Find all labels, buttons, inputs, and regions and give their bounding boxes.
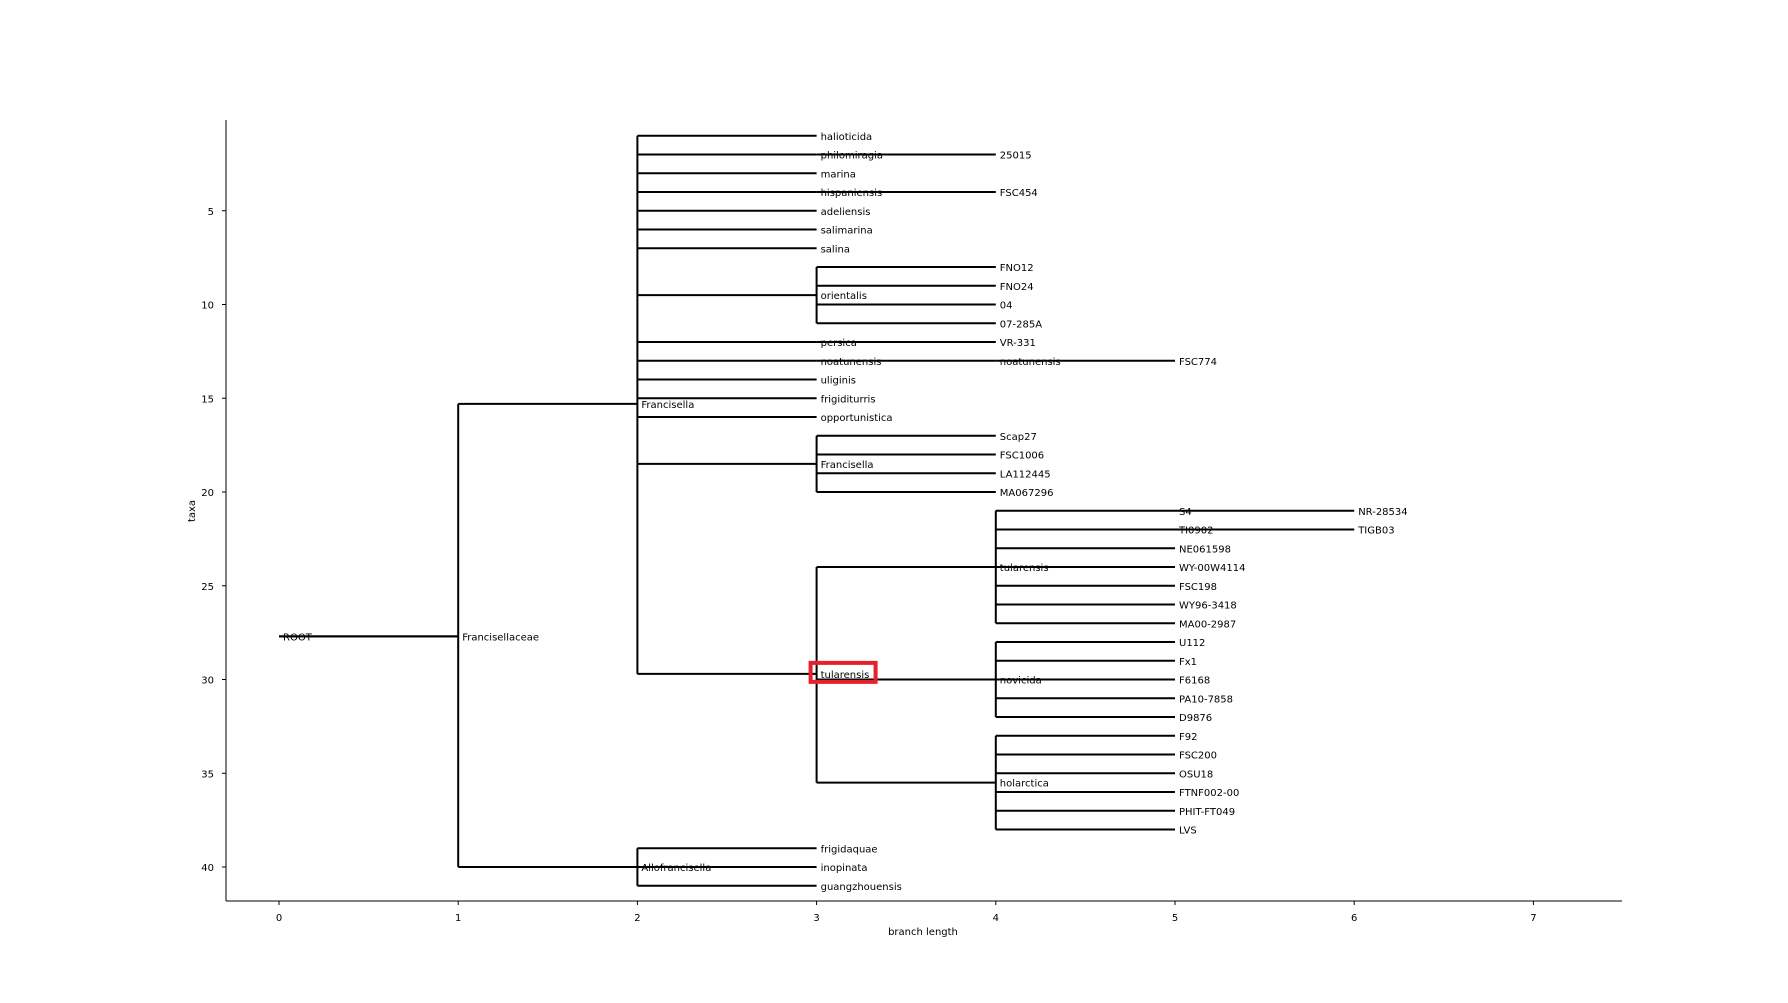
node-label: halioticida (821, 132, 873, 143)
x-axis-label: branch length (888, 927, 958, 938)
node-label: Francisella (641, 400, 694, 411)
x-tick-label: 5 (1172, 913, 1178, 924)
node-label: F6168 (1179, 676, 1210, 687)
node-label: Scap27 (1000, 432, 1037, 443)
node-label: orientalis (821, 291, 867, 302)
node-label: philomiragia (821, 151, 883, 162)
node-label: Allofrancisella (641, 863, 711, 874)
y-tick-label: 30 (201, 676, 214, 687)
node-label: WY96-3418 (1179, 601, 1237, 612)
node-label: hispaniensis (821, 188, 883, 199)
node-label: guangzhouensis (821, 882, 902, 893)
node-label: FSC1006 (1000, 451, 1044, 462)
x-tick-label: 2 (634, 913, 640, 924)
node-label: FNO12 (1000, 263, 1034, 274)
node-label: FSC774 (1179, 357, 1217, 368)
node-label: Francisellaceae (462, 632, 539, 643)
node-label: salina (821, 244, 850, 255)
node-label: 07-285A (1000, 319, 1042, 330)
node-label: U112 (1179, 638, 1205, 649)
y-tick-label: 25 (201, 582, 214, 593)
y-axis-label: taxa (187, 500, 198, 522)
x-tick-label: 3 (813, 913, 819, 924)
node-label: holarctica (1000, 779, 1049, 790)
node-label: tularensis (821, 670, 870, 681)
node-label: Francisella (821, 460, 874, 471)
node-label: MA067296 (1000, 488, 1054, 499)
node-label: D9876 (1179, 713, 1212, 724)
node-label: TI0902 (1178, 526, 1214, 537)
y-axis-ticks: 5 10 15 20 25 30 35 40 (201, 207, 226, 874)
node-label: marina (821, 169, 856, 180)
node-label: LVS (1179, 826, 1197, 837)
node-label: 04 (1000, 301, 1013, 312)
node-label: noatunensis (821, 357, 882, 368)
node-label: TIGB03 (1357, 526, 1394, 537)
node-label: FNO24 (1000, 282, 1034, 293)
node-label: PHIT-FT049 (1179, 807, 1235, 818)
x-tick-label: 6 (1351, 913, 1357, 924)
node-label: PA10-7858 (1179, 694, 1233, 705)
x-tick-label: 1 (455, 913, 461, 924)
x-axis-ticks: 0 1 2 3 4 5 6 7 (276, 901, 1537, 924)
x-tick-label: 4 (993, 913, 999, 924)
x-tick-label: 7 (1530, 913, 1536, 924)
node-label: 25015 (1000, 151, 1032, 162)
node-label: FSC198 (1179, 582, 1217, 593)
y-tick-label: 10 (201, 301, 214, 312)
y-tick-label: 35 (201, 769, 214, 780)
axes: 0 1 2 3 4 5 6 7 5 10 15 20 25 30 35 40 branch length t… (187, 120, 1622, 938)
node-label: opportunistica (821, 413, 893, 424)
y-tick-label: 5 (208, 207, 214, 218)
node-label: tularensis (1000, 563, 1049, 574)
node-label: frigidaquae (821, 844, 878, 855)
tree-node-labels: ROOT Francisellaceae Francisella Allofranci… (283, 132, 1408, 893)
node-label: adeliensis (821, 207, 871, 218)
node-label: salimarina (821, 226, 873, 237)
x-tick-label: 0 (276, 913, 282, 924)
node-label: ROOT (283, 632, 313, 643)
node-label: inopinata (821, 863, 868, 874)
highlight-layer (808, 660, 878, 684)
y-tick-label: 20 (201, 488, 214, 499)
node-label: persica (821, 338, 857, 349)
node-label: S4 (1179, 507, 1192, 518)
node-label: NR-28534 (1358, 507, 1407, 518)
node-label: FTNF002-00 (1179, 788, 1239, 799)
node-label: MA00-2987 (1179, 619, 1236, 630)
node-label: WY-00W4114 (1179, 563, 1245, 574)
node-label: NE061598 (1179, 544, 1231, 555)
node-label: Fx1 (1179, 657, 1197, 668)
node-label: LA112445 (1000, 469, 1051, 480)
tree-branches (279, 134, 1355, 887)
y-tick-label: 40 (201, 863, 214, 874)
highlight-box (808, 660, 878, 684)
node-label: FSC200 (1179, 751, 1217, 762)
node-label: OSU18 (1179, 769, 1213, 780)
node-label: noatunensis (1000, 357, 1061, 368)
node-label: VR-331 (1000, 338, 1036, 349)
y-tick-label: 15 (201, 394, 214, 405)
node-label: F92 (1179, 732, 1197, 743)
node-label: novicida (1000, 676, 1042, 687)
node-label: uliginis (821, 376, 856, 387)
node-label: frigiditurris (821, 394, 876, 405)
node-label: FSC454 (1000, 188, 1038, 199)
